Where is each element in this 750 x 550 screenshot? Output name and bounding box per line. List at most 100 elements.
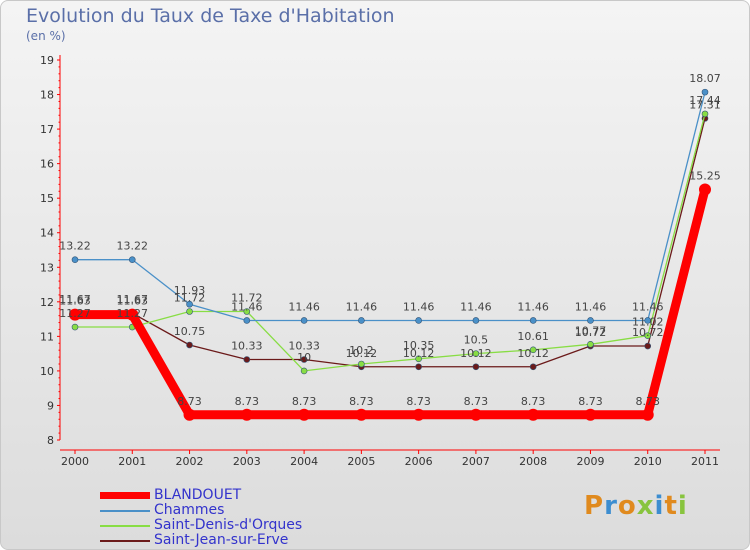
data-label: 11.67: [117, 293, 149, 306]
data-point: [701, 110, 709, 118]
data-label: 11.46: [517, 300, 549, 313]
data-label: 8.73: [235, 395, 260, 408]
y-tick-label: 16: [40, 158, 54, 171]
data-point: [472, 317, 480, 324]
data-label: 10.12: [403, 347, 435, 360]
data-label: 8.73: [349, 395, 374, 408]
series-line-3: [75, 118, 706, 368]
data-label: 8.73: [578, 395, 603, 408]
data-point: [186, 341, 193, 349]
legend-label: Chammes: [154, 502, 225, 518]
legend-swatch: [100, 510, 150, 512]
x-tick-label: 2005: [347, 455, 375, 468]
data-label: 11.46: [632, 300, 664, 313]
data-label: 11.46: [575, 300, 607, 313]
data-label: 11.27: [117, 307, 149, 320]
data-point: [243, 317, 251, 324]
data-point: [358, 317, 365, 324]
series-line-2: [75, 113, 706, 372]
data-point: [298, 408, 311, 421]
data-label: 8.73: [292, 395, 317, 408]
data-label: 10.2: [349, 344, 374, 357]
data-label: 13.22: [117, 240, 149, 253]
y-tick-label: 13: [40, 261, 54, 274]
data-point: [644, 317, 652, 324]
x-tick-label: 2008: [519, 455, 547, 468]
logo-letter: r: [604, 491, 618, 521]
y-tick-label: 19: [40, 54, 54, 67]
y-tick-label: 18: [40, 89, 54, 102]
legend-swatch: [100, 540, 150, 542]
data-point: [126, 308, 139, 321]
data-label: 10: [297, 351, 311, 364]
data-label: 11.72: [174, 291, 206, 304]
data-label: 8.73: [406, 395, 431, 408]
data-point: [644, 332, 652, 339]
data-point: [587, 317, 594, 324]
data-point: [300, 367, 308, 375]
data-point: [415, 317, 422, 324]
data-point: [69, 308, 81, 321]
chart-title: Evolution du Taux de Taxe d'Habitation: [26, 5, 395, 27]
data-label: 10.61: [517, 330, 549, 343]
data-point: [587, 341, 594, 348]
data-label: 8.73: [177, 395, 202, 408]
data-point: [71, 323, 79, 331]
y-tick-label: 9: [47, 399, 54, 412]
logo-letter: o: [617, 491, 637, 521]
legend-label: Saint-Jean-sur-Erve: [154, 532, 289, 548]
y-tick-label: 8: [47, 434, 54, 447]
series-line-0: [75, 188, 710, 420]
x-tick-label: 2003: [233, 455, 261, 468]
data-label: 11.63: [59, 295, 91, 308]
logo-letter: P: [584, 491, 605, 521]
data-label: 11.27: [59, 307, 91, 320]
data-point: [415, 355, 422, 363]
x-tick-label: 2011: [691, 455, 719, 468]
data-point: [527, 408, 540, 421]
data-point: [641, 408, 654, 421]
y-tick-label: 17: [40, 123, 54, 136]
x-tick-label: 2010: [634, 455, 662, 468]
chart-data-labels: 11.63 11.63 8.73 8.73 8.73 8.73 8.73 8.73 8.73 8.…: [59, 72, 721, 408]
data-label: 11.46: [346, 300, 378, 313]
data-label: 11.46: [231, 300, 263, 313]
data-label: 13.22: [59, 240, 91, 253]
data-label: 10.12: [517, 347, 549, 360]
series-line-1: [75, 91, 706, 322]
data-point: [186, 300, 193, 308]
logo-letter: t: [664, 491, 678, 521]
data-point: [183, 408, 196, 421]
data-label: 10.33: [288, 340, 320, 353]
data-label: 8.73: [635, 395, 660, 408]
logo-letter: x: [636, 491, 655, 521]
data-label: 15.25: [689, 170, 721, 183]
data-point: [529, 346, 537, 354]
data-point: [584, 408, 597, 421]
data-label: 11.46: [403, 300, 435, 313]
data-label: 11.46: [460, 300, 492, 313]
data-label: 8.73: [464, 395, 489, 408]
x-tick-label: 2009: [576, 455, 604, 468]
x-tick-label: 2001: [118, 455, 146, 468]
data-point: [186, 308, 193, 315]
data-point: [358, 360, 365, 368]
data-label: 10.72: [575, 326, 607, 339]
data-label: 10.5: [464, 334, 489, 347]
x-tick-label: 2004: [290, 455, 318, 468]
data-label: 11.02: [632, 316, 664, 329]
y-tick-label: 10: [40, 365, 54, 378]
data-point: [243, 308, 251, 315]
data-point: [355, 408, 368, 421]
legend-label: Saint-Denis-d'Orques: [154, 517, 303, 533]
y-tick-label: 11: [40, 330, 54, 343]
data-point: [300, 317, 308, 324]
data-point: [699, 183, 711, 196]
data-point: [529, 317, 537, 324]
data-label: 11.72: [231, 291, 263, 304]
data-label: 11.93: [174, 284, 206, 297]
data-point: [472, 350, 480, 357]
y-tick-label: 12: [40, 296, 54, 309]
